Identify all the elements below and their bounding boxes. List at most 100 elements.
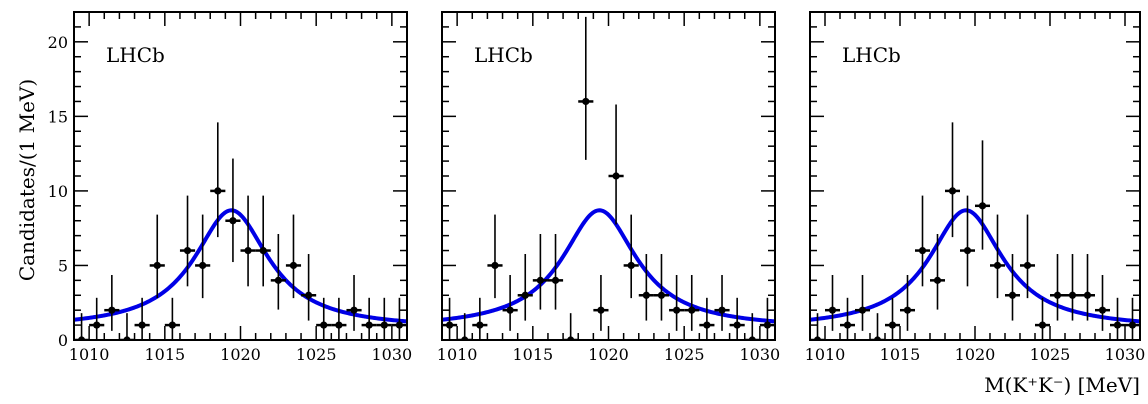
data-marker [657,291,666,299]
data-point [270,233,286,310]
data-marker [1068,291,1077,299]
data-point [487,214,503,299]
data-point [699,297,715,340]
y-tick-label: 5 [58,256,68,275]
data-marker [214,187,222,195]
data-marker [229,217,237,225]
data-point [975,140,990,250]
data-marker [688,306,696,314]
data-point [729,297,745,340]
experiment-label: LHCb [842,43,901,67]
data-marker [582,97,590,106]
data-point [376,297,392,340]
data-marker [445,321,454,329]
x-tick-label: 1015 [512,345,553,364]
experiment-label: LHCb [474,43,533,67]
x-tick-label: 1020 [220,345,261,364]
data-marker [718,306,726,314]
data-marker [320,321,328,329]
data-point [547,233,564,310]
data-marker [335,321,343,329]
data-point [149,214,165,299]
x-tick-label: 1010 [805,345,846,364]
data-marker [597,306,605,314]
data-point [225,158,241,263]
data-marker [199,261,207,270]
data-point [255,195,271,287]
fit-curve [810,208,1140,324]
data-marker [888,321,897,329]
data-point [1005,254,1020,321]
panel-3: 1010 1015 1020 1025 1030 LHCb [805,11,1146,364]
data-marker [1083,291,1092,299]
x-tick-label: 1010 [437,345,478,364]
experiment-label: LHCb [106,43,165,67]
data-point [89,297,105,340]
data-point [517,254,533,321]
data-point [1035,297,1050,340]
data-point [638,254,654,321]
data-marker [733,321,741,329]
x-tick-label: 1030 [1105,345,1146,364]
data-marker [612,172,620,180]
data-point [240,195,256,287]
data-marker [305,291,313,299]
data-point [285,214,302,299]
data-point [1125,297,1140,340]
data-point [714,274,730,331]
x-tick-label: 1025 [1030,345,1071,364]
data-point [825,274,840,331]
x-tick-label: 1010 [69,345,110,364]
data-point [472,297,488,340]
data-marker [521,291,529,299]
data-marker [1038,321,1047,329]
data-point [593,274,609,331]
data-marker [259,246,267,255]
data-marker [993,261,1002,270]
data-marker [858,306,867,314]
data-marker [918,246,927,255]
data-marker [289,261,298,270]
data-point [316,297,332,340]
data-point [164,297,180,340]
panel-2: 1010 1015 1020 1025 1030 LHCb [437,11,780,364]
fit-curve [74,208,407,324]
data-marker [843,321,852,329]
data-point [210,122,226,238]
data-marker [978,202,987,210]
data-marker [491,261,499,270]
data-marker [536,276,544,284]
data-marker [108,306,116,314]
data-marker [551,276,560,284]
data-point [915,195,930,287]
data-point [578,16,594,160]
data-point [532,233,548,310]
data-marker [274,276,282,284]
data-point [1065,254,1080,321]
data-marker [183,246,192,255]
x-tick-label: 1015 [880,345,921,364]
data-marker [642,291,650,299]
data-point [331,297,347,340]
data-point [930,233,945,310]
data-marker [476,321,484,329]
data-point [301,254,317,321]
data-point [990,214,1005,299]
data-marker [93,321,101,329]
data-marker [703,321,711,329]
data-point [179,195,196,287]
y-tick-label: 20 [48,33,68,52]
data-point [1080,254,1095,321]
data-marker [153,261,161,270]
data-point [900,274,915,331]
x-tick-label: 1025 [296,345,337,364]
x-tick-label: 1015 [144,345,185,364]
data-marker [1008,291,1017,299]
x-tick-label: 1025 [664,345,705,364]
x-tick-label: 1030 [372,345,413,364]
data-point [684,274,700,331]
data-marker [828,306,837,314]
